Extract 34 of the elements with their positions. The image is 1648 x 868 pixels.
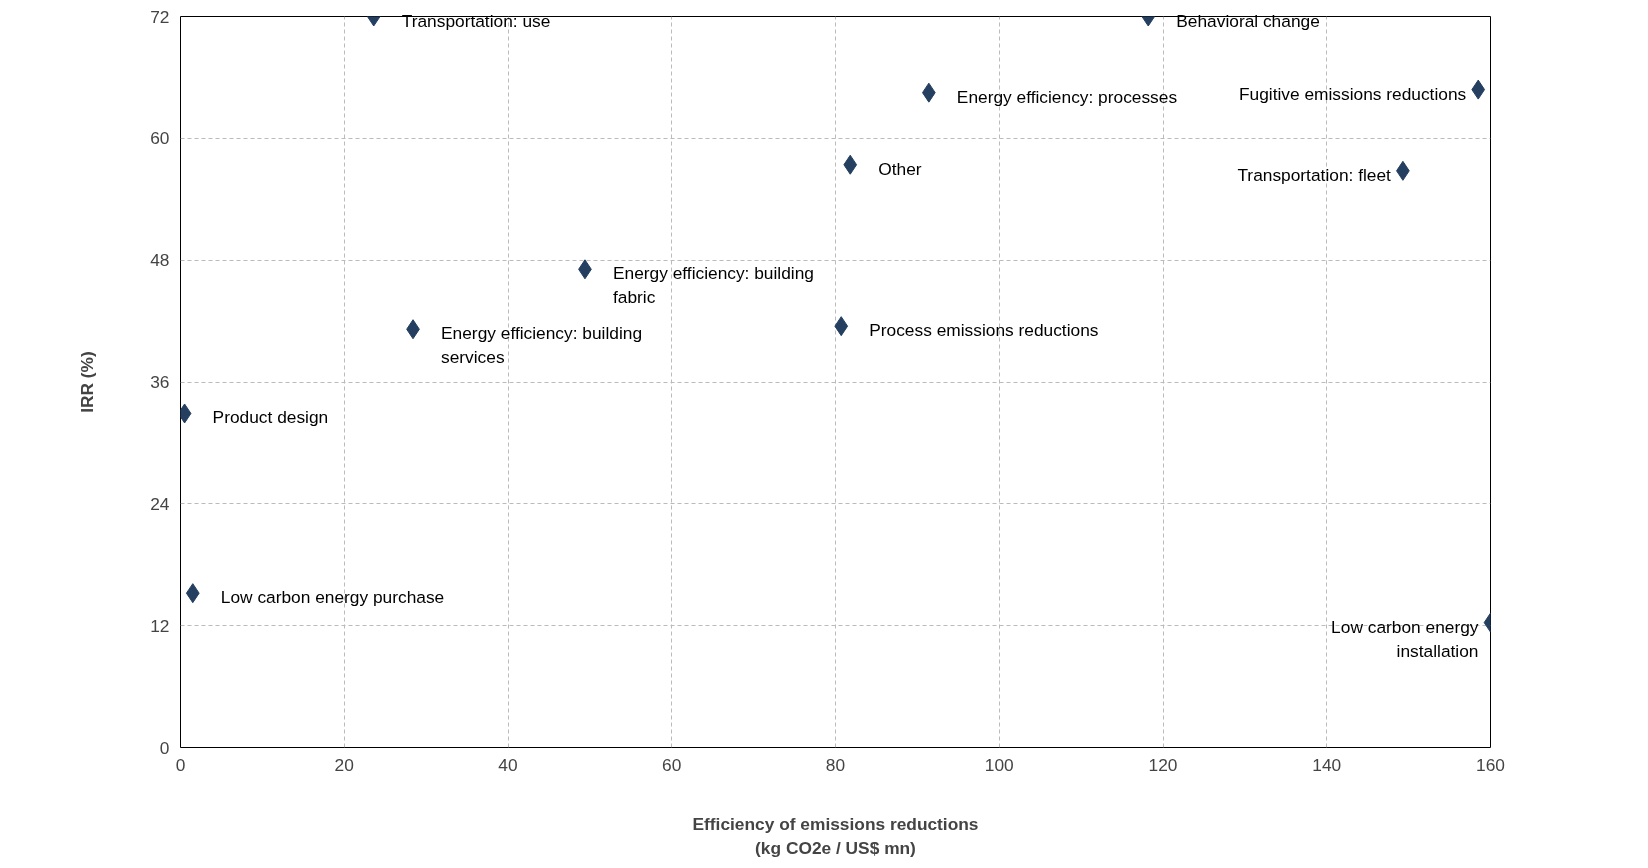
annotation: Behavioral change: [1176, 10, 1320, 31]
annotation: Other: [878, 158, 922, 179]
annotation: Energy efficiency: processes: [956, 86, 1178, 107]
point: [834, 316, 849, 337]
x-tick-label: 0: [175, 754, 186, 775]
x-tick-label: 120: [1148, 754, 1178, 775]
annotation: Low carbon energy purchase: [220, 587, 445, 608]
y-tick-label: 72: [150, 6, 170, 27]
point: [843, 154, 858, 175]
annotation: Energy efficiency: building services: [441, 323, 643, 368]
y-tick-label: 0: [159, 737, 170, 758]
y-tick-label: 12: [150, 615, 170, 636]
annotation: Fugitive emissions reductions: [1238, 83, 1467, 104]
y-tick-label: 48: [150, 250, 170, 271]
annotation: Product design: [212, 407, 329, 428]
annotation: Process emissions reductions: [869, 320, 1099, 341]
annotation: Transportation: fleet: [1237, 164, 1392, 185]
x-tick-label: 160: [1476, 754, 1505, 775]
y-tick-label: 60: [150, 128, 170, 149]
x-tick-label: 60: [662, 754, 682, 775]
point: [1471, 79, 1486, 100]
y-axis-title: IRR (%): [77, 351, 98, 413]
point: [185, 583, 200, 604]
x-tick-label: 100: [984, 754, 1014, 775]
x-tick-label: 40: [498, 754, 518, 775]
y-tick-label: 36: [150, 372, 170, 392]
x-tick-label: 140: [1312, 754, 1342, 775]
annotation: Low carbon energy installation: [1331, 616, 1479, 661]
x-tick-label: 20: [334, 754, 354, 775]
x-tick-label: 80: [825, 754, 846, 775]
y-tick-label: 24: [150, 493, 170, 514]
annotation: Transportation: use: [401, 10, 551, 31]
x-axis-title: Efficiency of emissions reductions (kg CO2e / US$ mn): [692, 813, 979, 858]
annotation: Energy efficiency: building fabric: [612, 263, 814, 308]
